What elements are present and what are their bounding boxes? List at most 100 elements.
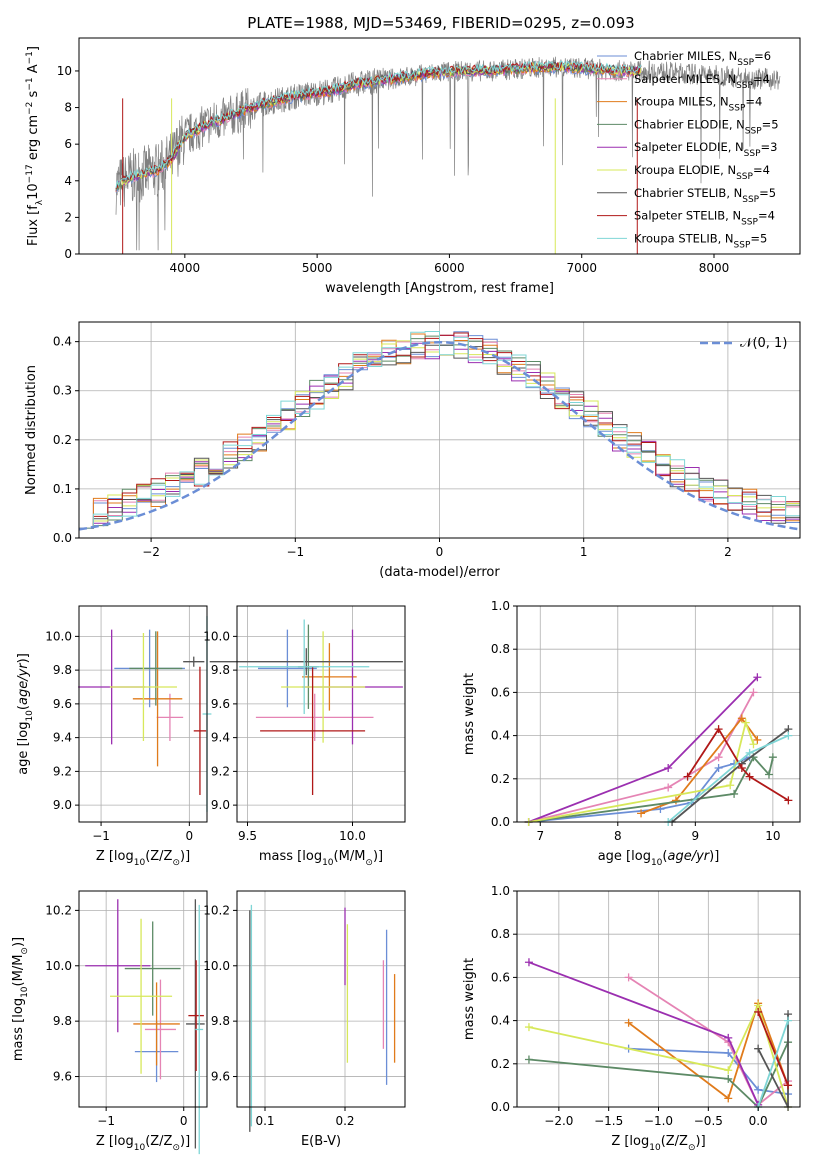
normal-curve bbox=[79, 340, 800, 531]
legend-label: Kroupa STELIB, NSSP=5 bbox=[634, 231, 767, 250]
y-tick-label: 9.6 bbox=[211, 1070, 230, 1084]
weight-point bbox=[524, 1055, 533, 1064]
x-tick-label: −1.0 bbox=[644, 1114, 673, 1128]
y-tick-label: 9.6 bbox=[211, 697, 230, 711]
x-tick-label: 8 bbox=[614, 829, 622, 843]
y-tick-label: 10.0 bbox=[45, 959, 72, 973]
ticks: 0.1 0.2 9.6 9.8 10.0 10.2 bbox=[203, 903, 354, 1128]
x-tick-label: 9.5 bbox=[238, 829, 257, 843]
y-tick-label: 0.4 bbox=[491, 1014, 510, 1028]
weight-point bbox=[724, 1074, 733, 1083]
y-tick-label: 0.2 bbox=[491, 772, 510, 786]
y-tick-label: 0.4 bbox=[53, 335, 72, 349]
weight-point bbox=[749, 688, 758, 697]
x-tick-label: 5000 bbox=[302, 261, 333, 275]
ticks: 9.5 10.0 9.0 9.2 9.4 9.6 9.8 10.0 bbox=[203, 629, 366, 843]
x-tick-label: 7000 bbox=[566, 261, 597, 275]
weight-line bbox=[640, 716, 759, 815]
y-tick-label: 1.0 bbox=[491, 599, 510, 613]
model-spectrum bbox=[115, 59, 642, 189]
weight-line bbox=[757, 1020, 789, 1108]
weight-line bbox=[528, 756, 750, 823]
x-tick-label: 8000 bbox=[699, 261, 730, 275]
x-axis-label: Z [log10(Z/Z⊙)] bbox=[96, 849, 190, 868]
y-tick-label: 10.0 bbox=[45, 629, 72, 643]
y-axis-label: mass weight bbox=[462, 958, 477, 1040]
mass-vs-metallicity-panel: −1 0 9.6 9.8 10.0 10.2 Z [log10(Z/Z⊙)] mass [lo… bbox=[11, 890, 208, 1155]
weight-point bbox=[724, 1033, 733, 1042]
weight-point bbox=[724, 1049, 733, 1057]
axes-frame bbox=[78, 37, 801, 255]
legend-label: 𝒩(0, 1) bbox=[740, 336, 787, 351]
weight-point bbox=[524, 958, 533, 967]
axes-frame bbox=[236, 890, 406, 1108]
ticks: −2.0 −1.5 −1.0 −0.5 0.0 0.0 0.2 0.4 0.6 0.8 1.0 bbox=[491, 884, 768, 1128]
y-tick-label: 0.0 bbox=[491, 1100, 510, 1114]
y-tick-label: 0.0 bbox=[491, 815, 510, 829]
weight-point bbox=[784, 1016, 793, 1025]
plot-area bbox=[209, 619, 403, 795]
axes-frame bbox=[78, 605, 208, 823]
weight-point bbox=[671, 796, 680, 805]
weight-line bbox=[757, 1011, 789, 1086]
weight-point bbox=[784, 1081, 793, 1090]
weight-point bbox=[624, 1018, 633, 1027]
y-tick-label: 6 bbox=[64, 137, 72, 151]
weight-point bbox=[664, 764, 673, 772]
y-tick-label: 2 bbox=[64, 210, 72, 224]
age-vs-metallicity-panel: −1 0 9.0 9.2 9.4 9.6 9.8 10.0 Z [log10(Z/Z⊙)] age… bbox=[16, 605, 212, 868]
weight-vs-age-panel: 7 8 9 10 0.0 0.2 0.4 0.6 0.8 1.0 age [log10(age/yr… bbox=[462, 599, 801, 868]
y-tick-label: 0.4 bbox=[491, 729, 510, 743]
y-tick-label: 0 bbox=[64, 247, 72, 261]
weight-point bbox=[749, 740, 758, 749]
x-tick-label: 0 bbox=[186, 829, 194, 843]
plot-area bbox=[524, 958, 793, 1111]
weight-vs-metallicity-panel: −2.0 −1.5 −1.0 −0.5 0.0 0.0 0.2 0.4 0.6 0.8 1.0 Z [… bbox=[462, 884, 801, 1153]
legend-label: Kroupa ELODIE, NSSP=4 bbox=[634, 163, 770, 182]
weight-point bbox=[714, 725, 723, 734]
weight-point bbox=[664, 783, 673, 792]
y-tick-label: 0.8 bbox=[491, 642, 510, 656]
weight-point bbox=[730, 789, 739, 798]
x-tick-label: −2 bbox=[142, 545, 160, 559]
x-axis-label: E(B-V) bbox=[301, 1134, 341, 1149]
x-axis-label: wavelength [Angstrom, rest frame] bbox=[325, 281, 554, 296]
x-axis-label: age [log10(age/yr)] bbox=[598, 849, 720, 868]
weight-point bbox=[784, 731, 793, 740]
y-tick-label: 9.2 bbox=[53, 764, 72, 778]
x-tick-label: 10.0 bbox=[339, 829, 366, 843]
ticks: −1 0 9.0 9.2 9.4 9.6 9.8 10.0 bbox=[45, 629, 193, 843]
y-tick-label: 10 bbox=[57, 64, 72, 78]
y-tick-label: 10.2 bbox=[203, 903, 230, 917]
x-tick-label: 7 bbox=[536, 829, 544, 843]
weight-point bbox=[714, 764, 723, 772]
weight-point bbox=[724, 1094, 733, 1103]
y-tick-label: 0.0 bbox=[53, 531, 72, 545]
legend-label: Salpeter MILES, NSSP=4 bbox=[634, 72, 770, 91]
ticks: 7 8 9 10 0.0 0.2 0.4 0.6 0.8 1.0 bbox=[491, 599, 781, 843]
plot-area bbox=[79, 331, 800, 538]
y-tick-label: 0.6 bbox=[491, 685, 510, 699]
axes-frame bbox=[78, 890, 208, 1108]
x-tick-label: −2.0 bbox=[544, 1114, 573, 1128]
x-tick-label: −1 bbox=[286, 545, 304, 559]
legend-label: Chabrier STELIB, NSSP=5 bbox=[634, 186, 776, 205]
spectrum-marks bbox=[115, 56, 781, 254]
age-vs-mass-panel: 9.5 10.0 9.0 9.2 9.4 9.6 9.8 10.0 mass [log10(M/… bbox=[203, 605, 406, 868]
y-tick-label: 10.2 bbox=[45, 903, 72, 917]
x-tick-label: −0.5 bbox=[694, 1114, 723, 1128]
weight-line bbox=[628, 1000, 789, 1100]
legend-label: Kroupa MILES, NSSP=4 bbox=[634, 95, 762, 114]
weight-point bbox=[784, 796, 793, 805]
grid bbox=[79, 891, 207, 1107]
ticks: −1 0 9.6 9.8 10.0 10.2 bbox=[45, 903, 187, 1128]
grid bbox=[237, 606, 405, 822]
x-tick-label: −1 bbox=[97, 1114, 115, 1128]
y-tick-label: 0.3 bbox=[53, 384, 72, 398]
axes-frame bbox=[516, 605, 801, 823]
mass-vs-extinction-panel: 0.1 0.2 9.6 9.8 10.0 10.2 E(B-V) bbox=[203, 890, 406, 1149]
weight-line bbox=[528, 1041, 789, 1109]
x-tick-label: 6000 bbox=[434, 261, 465, 275]
y-tick-label: 9.8 bbox=[211, 1014, 230, 1028]
